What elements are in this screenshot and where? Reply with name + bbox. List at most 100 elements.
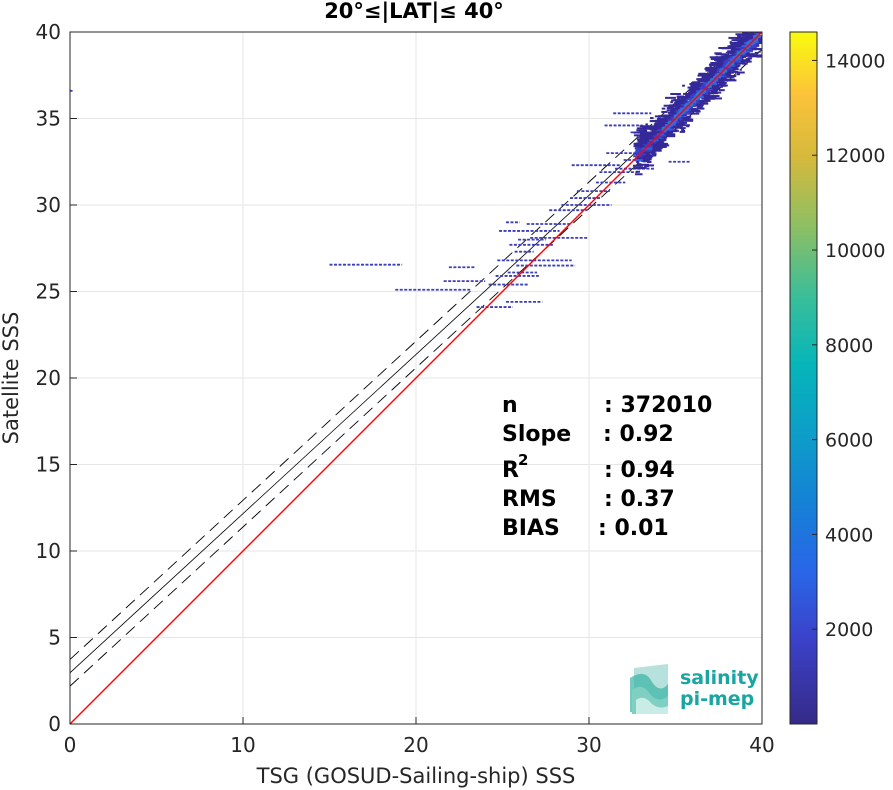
y-tick-label: 25 (36, 280, 61, 304)
density-cell-high (684, 107, 689, 111)
density-cell (645, 164, 654, 167)
density-cell (727, 70, 732, 73)
density-cell (644, 135, 648, 138)
density-cell (635, 170, 641, 173)
density-cell-high (667, 121, 672, 125)
density-cell (740, 61, 745, 64)
density-cell (754, 23, 761, 25)
logo-line1: salinity (680, 667, 759, 689)
density-cell (691, 85, 703, 88)
density-cell (737, 33, 748, 36)
density-cell (637, 163, 642, 166)
density-cell (633, 167, 642, 170)
density-cell (709, 71, 721, 74)
density-cell (711, 63, 719, 66)
density-cell (739, 40, 750, 43)
density-cell (666, 119, 676, 122)
density-cell (738, 47, 744, 50)
density-cell (667, 118, 678, 121)
stat-n-label: n (502, 393, 518, 418)
density-cell (660, 134, 667, 137)
density-cell (709, 56, 719, 59)
density-cell (634, 173, 643, 176)
density-cell (682, 84, 685, 87)
density-cell (653, 146, 662, 149)
density-cell (746, 24, 754, 26)
density-cell (745, 59, 749, 62)
density-cell (633, 159, 643, 162)
density-cell (736, 73, 741, 76)
density-cell (691, 92, 699, 95)
density-cell (667, 117, 671, 120)
density-cell (731, 64, 741, 67)
axis-ticks: 0 10 20 30 40 0 5 10 15 20 25 30 35 40 (36, 20, 775, 757)
density-cell (746, 53, 756, 56)
density-cell (636, 146, 647, 149)
density-cell (635, 156, 643, 159)
density-cell (741, 62, 748, 65)
density-cell (681, 116, 688, 119)
density-cell (663, 120, 668, 123)
density-cell (701, 78, 712, 81)
density-cell (707, 95, 715, 98)
density-cell (671, 112, 677, 115)
density-cell (724, 54, 728, 57)
density-cell (705, 69, 717, 72)
density-cell (739, 45, 750, 48)
density-cell (757, 29, 760, 31)
density-cell (757, 16, 763, 18)
density-cell (646, 160, 652, 163)
x-axis-label: TSG (GOSUD-Sailing-ship) SSS (256, 764, 576, 788)
density-cell (665, 96, 676, 99)
density-cell (727, 45, 733, 48)
density-cell (742, 32, 750, 35)
density-cell (654, 122, 661, 125)
density-cell (676, 106, 686, 109)
density-cell (708, 89, 719, 92)
density-cell (738, 43, 746, 46)
density-cell (753, 15, 755, 17)
density-cell-high (732, 55, 737, 59)
density-cell (756, 22, 761, 24)
density-cell (753, 48, 762, 51)
density-cell (677, 98, 688, 101)
density-cell (742, 49, 751, 52)
density-cell (731, 62, 741, 65)
density-cell (730, 75, 735, 78)
density-cell (758, 25, 760, 27)
salinity-pimep-logo: salinity pi-mep (630, 664, 759, 714)
density-cell (709, 64, 721, 67)
colorbar-ticks: 2000 4000 6000 8000 10000 12000 14000 (812, 50, 885, 641)
density-cell (640, 135, 645, 138)
density-cell (747, 33, 757, 36)
density-cell (684, 97, 688, 100)
density-cell (757, 39, 760, 42)
density-cell (665, 135, 676, 138)
density-cell (685, 100, 696, 103)
density-cell-high (681, 107, 686, 111)
density-cell (747, 48, 757, 51)
x-tick-label: 0 (64, 733, 77, 757)
density-cell (655, 137, 665, 140)
density-cell (639, 140, 648, 143)
density-cell (731, 39, 742, 42)
y-tick-label: 35 (36, 107, 61, 131)
density-cell (677, 117, 682, 120)
density-cell (697, 74, 708, 77)
density-cell-high (661, 127, 666, 131)
density-cell (754, 28, 757, 30)
density-cell (717, 65, 722, 68)
density-cell-high (708, 80, 713, 84)
density-cell (713, 81, 723, 84)
density-cell (654, 145, 663, 148)
density-cell (655, 141, 660, 144)
density-cell (757, 25, 764, 27)
density-cell (741, 57, 744, 60)
density-cell (715, 56, 724, 59)
density-cell (705, 74, 715, 77)
density-cell (670, 92, 681, 95)
density-cell-high (668, 123, 673, 127)
density-cell (718, 62, 727, 65)
density-cell (673, 107, 682, 110)
density-cell (758, 28, 760, 30)
